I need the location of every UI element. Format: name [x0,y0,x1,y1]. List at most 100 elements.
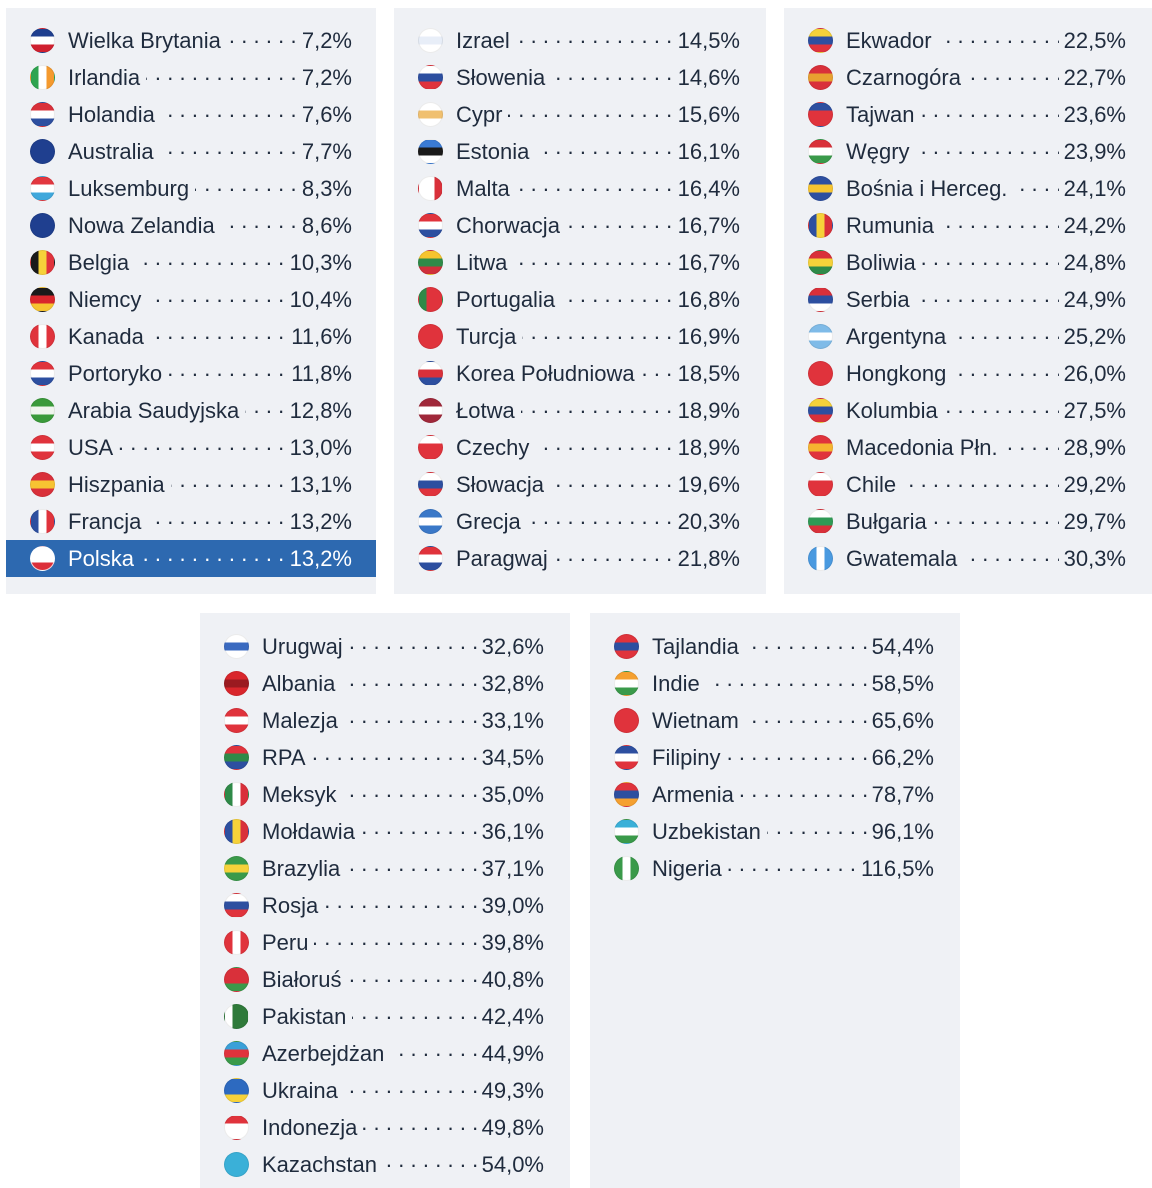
value-label: 16,7% [672,214,740,238]
table-row: ········································… [784,244,1152,281]
country-name: Łotwa [456,399,521,423]
table-row: ········································… [200,961,570,998]
value-label: 11,6% [286,325,352,349]
country-name: Armenia [652,783,740,807]
value-label: 16,1% [672,140,740,164]
value-label: 96,1% [866,820,934,844]
value-label: 26,0% [1058,362,1126,386]
country-name: Ekwador [846,29,938,53]
table-row: ········································… [6,540,376,577]
value-label: 18,5% [672,362,740,386]
flag-icon [614,634,639,659]
value-label: 24,8% [1058,251,1126,275]
value-label: 11,8% [286,362,352,386]
flag-icon [30,102,55,127]
flag-icon [224,782,249,807]
flag-icon [224,856,249,881]
table-row: ········································… [590,628,960,665]
country-name: Nigeria [652,857,728,881]
value-label: 32,6% [476,635,544,659]
country-name: Węgry [846,140,916,164]
flag-icon [418,213,443,238]
value-label: 16,7% [672,251,740,275]
value-label: 13,0% [284,436,352,460]
table-row: ········································… [200,1035,570,1072]
value-label: 7,6% [296,103,352,127]
leader-dots: ········································… [262,894,542,918]
country-name: Grecja [456,510,527,534]
table-row: ········································… [6,429,376,466]
value-label: 24,2% [1058,214,1126,238]
country-name: Estonia [456,140,536,164]
value-label: 36,1% [476,820,544,844]
value-label: 13,1% [284,473,352,497]
country-name: Albania [262,672,342,696]
table-row: ········································… [394,244,766,281]
value-label: 39,0% [476,894,544,918]
table-row: ········································… [200,739,570,776]
leader-dots: ········································… [456,399,738,423]
table-row: ········································… [394,392,766,429]
country-name: Turcja [456,325,523,349]
flag-icon [30,65,55,90]
country-name: Indie [652,672,706,696]
table-row: ········································… [394,540,766,577]
value-label: 18,9% [672,399,740,423]
table-row: ········································… [200,702,570,739]
flag-icon [30,509,55,534]
value-label: 23,9% [1058,140,1126,164]
flag-icon [418,509,443,534]
country-name: Serbia [846,288,916,312]
flag-icon [614,708,639,733]
flag-icon [614,745,639,770]
table-row: ········································… [784,207,1152,244]
value-label: 37,1% [476,857,544,881]
country-name: Izrael [456,29,516,53]
leader-dots: ········································… [456,251,738,275]
table-row: ········································… [6,392,376,429]
table-row: ········································… [6,22,376,59]
table-panel-3: ········································… [784,8,1152,594]
table-row: ········································… [784,281,1152,318]
table-row: ········································… [590,850,960,887]
value-label: 7,2% [296,29,352,53]
table-row: ········································… [590,702,960,739]
flag-icon [808,509,833,534]
value-label: 8,3% [296,177,352,201]
value-label: 21,8% [672,547,740,571]
flag-icon [30,250,55,275]
table-panel-5: ········································… [590,613,960,1188]
value-label: 33,1% [476,709,544,733]
country-name: Litwa [456,251,514,275]
flag-icon [808,324,833,349]
flag-icon [418,398,443,423]
country-name: Kolumbia [846,399,944,423]
flag-icon [418,65,443,90]
country-name: Urugwaj [262,635,349,659]
country-name: Czarnogóra [846,66,967,90]
flag-icon [30,324,55,349]
flag-icon [418,324,443,349]
value-label: 34,5% [476,746,544,770]
table-panel-4: ········································… [200,613,570,1188]
country-name: Pakistan [262,1005,353,1029]
country-name: Francja [68,510,148,534]
value-label: 14,6% [672,66,740,90]
table-row: ········································… [394,59,766,96]
table-row: ········································… [784,392,1152,429]
value-label: 49,8% [476,1116,544,1140]
flag-icon [224,708,249,733]
table-row: ········································… [200,1109,570,1146]
table-row: ········································… [6,318,376,355]
value-label: 28,9% [1058,436,1126,460]
country-name: Hiszpania [68,473,171,497]
flag-icon [30,287,55,312]
value-label: 13,2% [284,547,352,571]
table-row: ········································… [784,318,1152,355]
table-row: ········································… [784,355,1152,392]
country-name: Białoruś [262,968,348,992]
table-row: ········································… [394,318,766,355]
country-name: Australia [68,140,160,164]
flag-icon [30,546,55,571]
value-label: 18,9% [672,436,740,460]
